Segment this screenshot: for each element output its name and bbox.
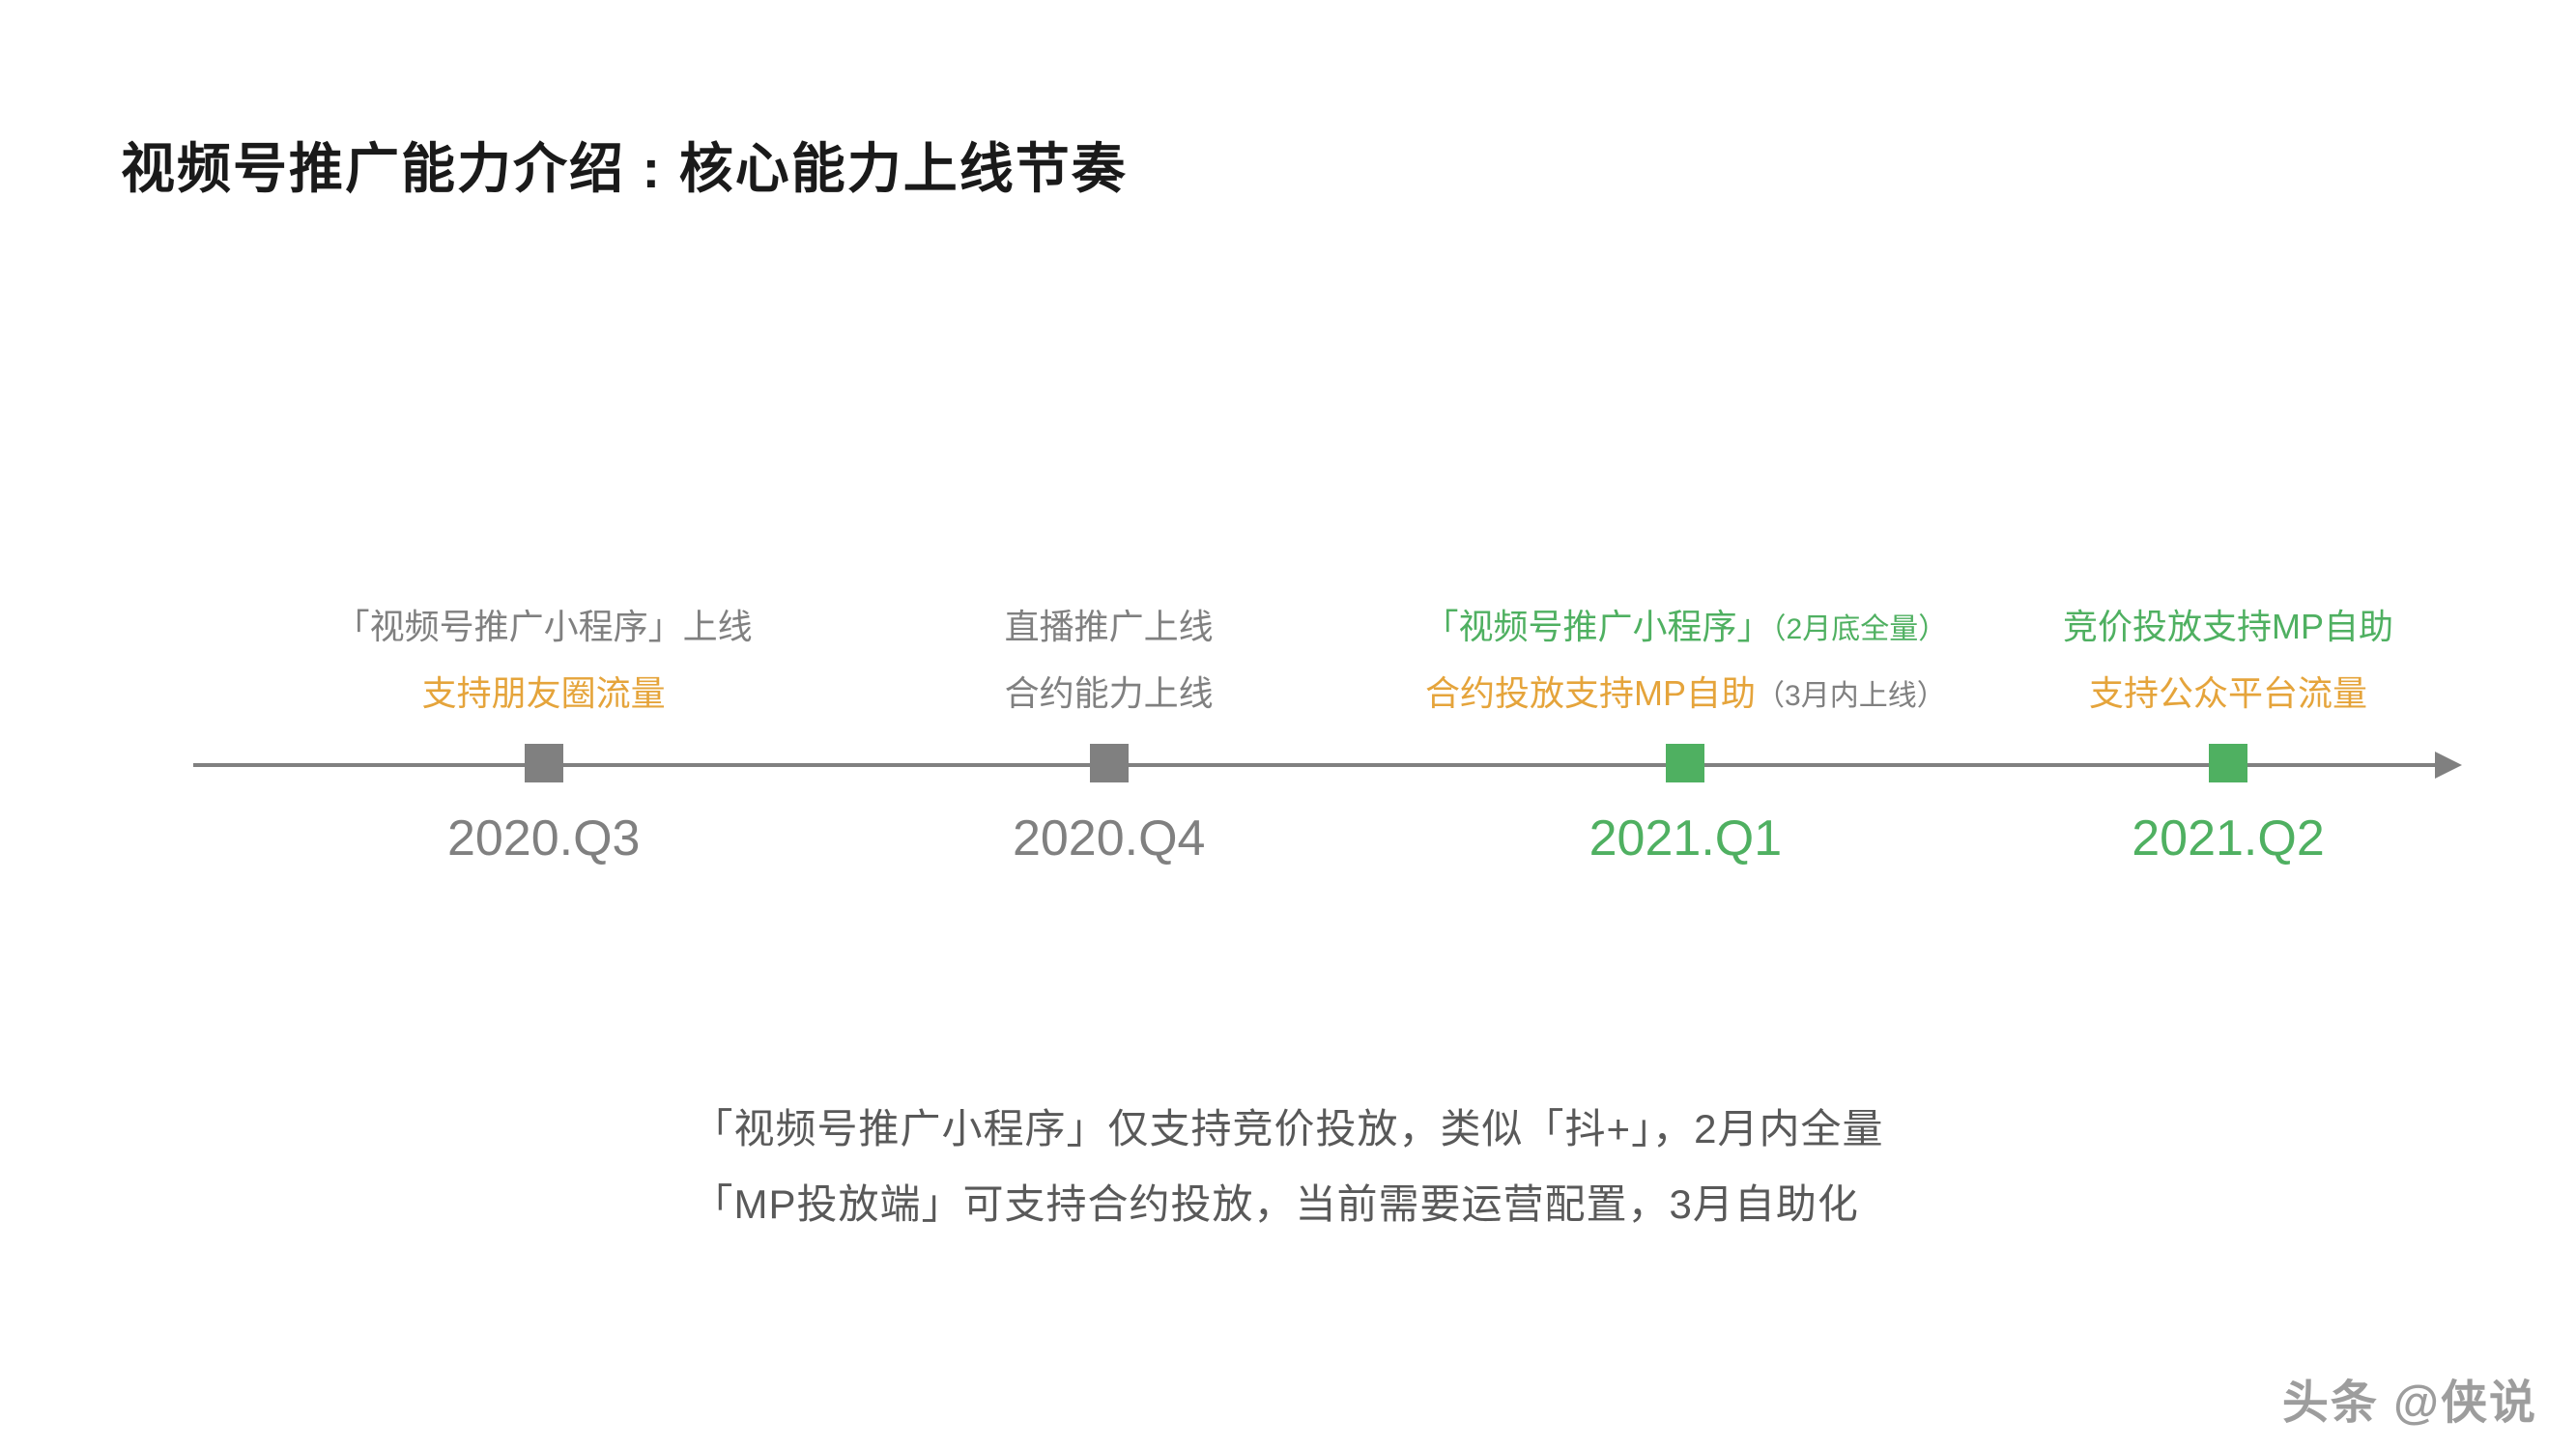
annotation-suffix: （3月内上线） [1756,680,1946,712]
annotation-line: 合约投放支持MP自助（3月内上线） [1424,661,1948,726]
timeline-arrow-icon [2435,752,2462,779]
annotation-line: 竞价投放支持MP自助 [2063,594,2393,660]
milestone-marker-icon [1666,744,1704,782]
footer-line: 「视频号推广小程序」仅支持竞价投放，类似「抖+」，2月内全量 [693,1092,1884,1167]
annotation-line: 「视频号推广小程序」上线 [335,594,753,660]
annotation-line: 支持朋友圈流量 [335,661,753,726]
milestone-marker-icon [2209,744,2247,782]
milestone-marker-icon [1090,744,1129,782]
milestone-annotation: 直播推广上线 合约能力上线 [1005,594,1214,726]
milestone-marker-icon [525,744,563,782]
period-label: 2021.Q1 [1589,810,1783,867]
milestone-annotation: 「视频号推广小程序」（2月底全量） 合约投放支持MP自助（3月内上线） [1424,594,1948,726]
watermark: 头条 @侠说 [2282,1364,2537,1432]
period-label: 2021.Q2 [2132,810,2325,867]
period-label: 2020.Q3 [447,810,641,867]
annotation-line: 直播推广上线 [1005,594,1214,660]
annotation-suffix: （2月底全量） [1772,613,1948,645]
annotation-line: 合约能力上线 [1005,661,1214,726]
milestone-annotation: 「视频号推广小程序」上线 支持朋友圈流量 [335,594,753,726]
footer-notes: 「视频号推广小程序」仅支持竞价投放，类似「抖+」，2月内全量 「MP投放端」可支… [693,1092,1884,1241]
period-label: 2020.Q4 [1013,810,1206,867]
milestone-annotation: 竞价投放支持MP自助 支持公众平台流量 [2063,594,2393,726]
annotation-line: 「视频号推广小程序」（2月底全量） [1424,594,1948,660]
slide-title: 视频号推广能力介绍 : 核心能力上线节奏 [121,126,1128,204]
footer-line: 「MP投放端」可支持合约投放，当前需要运营配置，3月自助化 [693,1167,1884,1242]
annotation-line: 支持公众平台流量 [2063,661,2393,726]
